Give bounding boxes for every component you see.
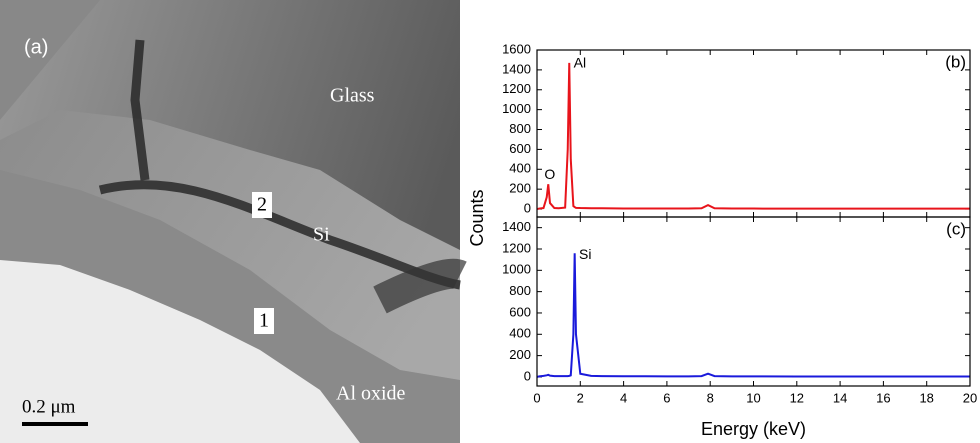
figure: (a) Glass Si Al oxide 2 1 0.2 μm 0200400… — [0, 0, 980, 443]
plot-frame — [537, 50, 970, 217]
y-tick-label: 200 — [509, 181, 531, 196]
y-tick-label: 600 — [509, 141, 531, 156]
x-axis-label: Energy (keV) — [701, 419, 806, 439]
y-tick-label: 800 — [509, 283, 531, 298]
y-tick-label: 400 — [509, 161, 531, 176]
x-tick-label: 14 — [833, 390, 847, 405]
panel-label: (a) — [24, 36, 48, 58]
y-tick-label: 600 — [509, 304, 531, 319]
y-tick-label: 1200 — [502, 81, 531, 96]
spectrum-line — [537, 63, 970, 209]
x-tick-label: 16 — [876, 390, 890, 405]
panel-label: (b) — [945, 52, 966, 71]
peak-label: O — [544, 166, 555, 182]
y-tick-label: 0 — [524, 200, 531, 215]
y-tick-label: 800 — [509, 121, 531, 136]
plot-frame — [537, 217, 970, 386]
x-tick-label: 18 — [919, 390, 933, 405]
y-axis-label: Counts — [467, 189, 487, 246]
y-tick-label: 1200 — [502, 240, 531, 255]
x-tick-label: 0 — [533, 390, 540, 405]
y-tick-label: 200 — [509, 347, 531, 362]
region-label: Si — [313, 224, 330, 246]
x-tick-label: 12 — [790, 390, 804, 405]
x-tick-label: 4 — [620, 390, 627, 405]
spectrum-line — [537, 253, 970, 377]
region-label: Al oxide — [336, 383, 406, 405]
x-tick-label: 20 — [963, 390, 977, 405]
y-tick-label: 1000 — [502, 262, 531, 277]
marker-label: 2 — [257, 194, 267, 216]
peak-label: Si — [579, 246, 591, 262]
y-tick-label: 400 — [509, 326, 531, 341]
panel-label: (c) — [946, 219, 966, 238]
region-label: Glass — [330, 85, 375, 107]
y-tick-label: 0 — [524, 368, 531, 383]
marker-label: 1 — [259, 310, 269, 332]
x-tick-label: 2 — [577, 390, 584, 405]
y-tick-label: 1000 — [502, 101, 531, 116]
peak-label: Al — [574, 55, 586, 71]
tem-image: (a) Glass Si Al oxide 2 1 0.2 μm — [0, 0, 460, 443]
y-tick-label: 1400 — [502, 61, 531, 76]
y-tick-label: 1600 — [502, 41, 531, 56]
x-tick-label: 6 — [663, 390, 670, 405]
scale-bar-label: 0.2 μm — [22, 396, 76, 417]
y-tick-label: 1400 — [502, 219, 531, 234]
x-tick-label: 10 — [746, 390, 760, 405]
x-tick-label: 8 — [707, 390, 714, 405]
